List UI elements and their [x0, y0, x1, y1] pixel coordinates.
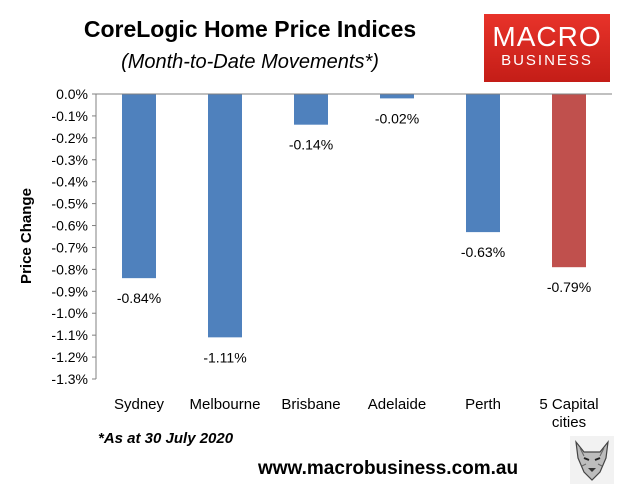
data-label: -0.84%	[117, 290, 161, 306]
y-axis-ticks: 0.0% -0.1% -0.2% -0.3% -0.4% -0.5% -0.6% -0.7% -…	[51, 86, 96, 387]
x-tick-label: Perth	[465, 396, 501, 413]
bar-sydney	[122, 94, 156, 279]
bar-melbourne	[208, 94, 242, 338]
data-label: -1.11%	[203, 349, 246, 365]
y-tick-label: -0.2%	[51, 130, 88, 146]
bars	[122, 94, 586, 338]
y-tick-label: -0.4%	[51, 174, 88, 190]
data-label: -0.14%	[289, 137, 333, 153]
y-tick-label: -0.5%	[51, 196, 88, 212]
website-url: www.macrobusiness.com.au	[258, 458, 519, 479]
wolf-mascot-icon	[570, 436, 614, 484]
macrobusiness-logo: MACRO BUSINESS	[484, 14, 610, 82]
bar-adelaide	[380, 94, 414, 99]
logo-line-2: BUSINESS	[501, 52, 593, 69]
x-tick-label: 5 Capital	[539, 396, 598, 413]
y-tick-label: -0.7%	[51, 239, 88, 255]
y-tick-label: -0.8%	[51, 261, 88, 277]
y-tick-label: -1.3%	[51, 371, 88, 387]
y-tick-label: -0.3%	[51, 152, 88, 168]
bar-perth	[466, 94, 500, 233]
x-tick-label: cities	[552, 414, 586, 431]
y-tick-label: -0.6%	[51, 218, 88, 234]
bar-5-capital-cities	[552, 94, 586, 268]
y-tick-label: -1.1%	[51, 327, 88, 343]
bar-brisbane	[294, 94, 328, 125]
x-tick-label: Brisbane	[281, 396, 340, 413]
y-tick-label: -0.1%	[51, 108, 88, 124]
x-tick-label: Melbourne	[190, 396, 261, 413]
logo-line-1: MACRO	[492, 21, 602, 52]
x-axis-labels: Sydney Melbourne Brisbane Adelaide Perth 5 Ca…	[114, 396, 599, 431]
y-tick-label: -1.0%	[51, 305, 88, 321]
y-tick-label: 0.0%	[56, 86, 88, 102]
data-label: -0.63%	[461, 244, 505, 260]
data-label: -0.02%	[375, 110, 419, 126]
y-tick-label: -1.2%	[51, 349, 88, 365]
chart-subtitle: (Month-to-Date Movements*)	[121, 51, 379, 73]
x-tick-label: Adelaide	[368, 396, 426, 413]
x-tick-label: Sydney	[114, 396, 165, 413]
data-labels: -0.84% -1.11% -0.14% -0.02% -0.63% -0.79%	[117, 110, 591, 365]
y-axis-label: Price Change	[18, 188, 35, 284]
footnote: *As at 30 July 2020	[98, 430, 234, 447]
data-label: -0.79%	[547, 279, 591, 295]
chart-title: CoreLogic Home Price Indices	[83, 16, 417, 42]
y-tick-label: -0.9%	[51, 283, 88, 299]
